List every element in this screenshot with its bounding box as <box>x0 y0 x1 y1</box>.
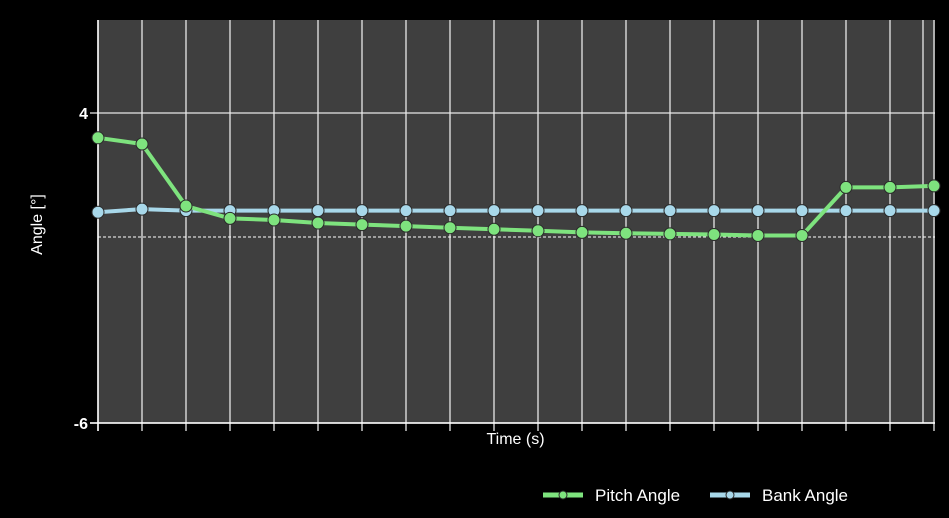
legend-swatch-marker <box>558 490 568 500</box>
data-point <box>883 204 897 218</box>
legend-item-bank-angle: Bank Angle <box>710 486 848 505</box>
data-point <box>135 137 149 151</box>
data-point <box>355 218 369 232</box>
data-point <box>91 131 105 145</box>
legend: Pitch Angle Bank Angle <box>543 486 848 505</box>
data-point <box>399 219 413 233</box>
data-point <box>399 204 413 218</box>
data-point <box>443 204 457 218</box>
legend-swatch-marker <box>725 490 735 500</box>
data-point <box>575 204 589 218</box>
data-point <box>531 224 545 238</box>
y-axis-title: Angle [°] <box>29 194 46 255</box>
legend-item-pitch-angle: Pitch Angle <box>543 486 680 505</box>
data-point <box>619 226 633 240</box>
data-point <box>311 216 325 230</box>
data-point <box>575 225 589 239</box>
data-point <box>443 221 457 235</box>
data-point <box>487 204 501 218</box>
data-point <box>487 222 501 236</box>
y-tick-label-4: 4 <box>79 106 88 123</box>
data-point <box>795 204 809 218</box>
data-point <box>663 227 677 241</box>
data-point <box>927 179 941 193</box>
data-point <box>663 204 677 218</box>
data-point <box>619 204 633 218</box>
series-layer <box>91 131 941 242</box>
series-line-1 <box>97 207 934 215</box>
series-line-0 <box>97 135 935 238</box>
data-point <box>135 202 149 216</box>
data-point <box>927 204 941 218</box>
data-point <box>311 204 325 218</box>
data-point <box>531 204 545 218</box>
axes <box>90 20 935 431</box>
data-point <box>795 228 809 242</box>
data-point <box>707 228 721 242</box>
data-point <box>91 205 105 219</box>
data-point <box>751 228 765 242</box>
data-point <box>223 211 237 225</box>
legend-label-pitch-angle: Pitch Angle <box>595 486 680 505</box>
data-point <box>883 180 897 194</box>
data-point <box>751 204 765 218</box>
data-point <box>839 204 853 218</box>
data-point <box>267 213 281 227</box>
data-point <box>839 180 853 194</box>
legend-label-bank-angle: Bank Angle <box>762 486 848 505</box>
x-axis-title: Time (s) <box>486 431 544 448</box>
data-point <box>355 204 369 218</box>
y-tick-label-neg6: -6 <box>74 416 88 433</box>
data-point <box>179 199 193 213</box>
data-point <box>707 204 721 218</box>
plot-area <box>98 20 935 423</box>
